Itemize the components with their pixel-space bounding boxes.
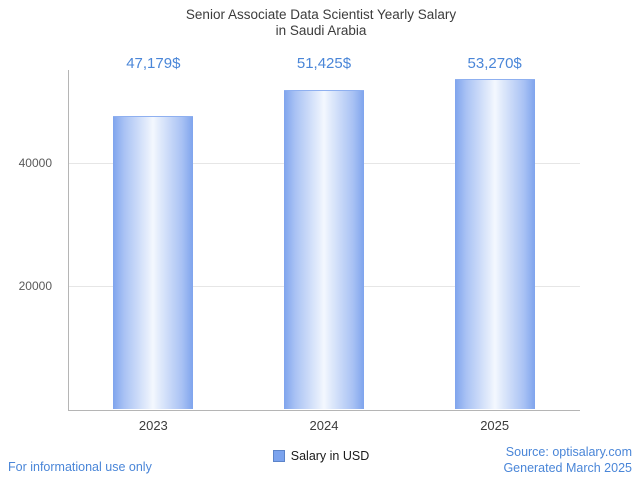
chart-legend: Salary in USD — [0, 449, 642, 463]
bar-value-label: 47,179$ — [126, 55, 181, 72]
y-tick-label: 20000 — [18, 279, 52, 294]
bar-slot — [68, 116, 239, 409]
x-axis-label: 2025 — [480, 418, 510, 433]
chart-title: Senior Associate Data Scientist Yearly S… — [0, 7, 642, 39]
chart-title-line1: Senior Associate Data Scientist Yearly S… — [185, 7, 457, 22]
legend-label: Salary in USD — [290, 449, 370, 463]
bar-value-label: 53,270$ — [467, 55, 522, 72]
x-axis-line — [68, 410, 580, 411]
legend-swatch-icon — [272, 450, 285, 462]
source-block: Source: optisalary.com Generated March 2… — [503, 444, 632, 476]
source-text: Source: optisalary.com — [505, 445, 632, 459]
bar-2024 — [283, 90, 364, 409]
bar-slot — [409, 78, 580, 409]
x-axis-label: 2024 — [309, 418, 339, 433]
bar-2023 — [113, 116, 194, 409]
generated-text: Generated March 2025 — [503, 461, 632, 475]
bar-value-label: 51,425$ — [296, 55, 352, 72]
bar-slot — [239, 90, 410, 409]
y-axis-line — [68, 70, 69, 411]
disclaimer-text: For informational use only — [8, 460, 152, 474]
bar-2025 — [454, 78, 535, 409]
x-axis-label: 2023 — [138, 418, 168, 433]
chart-title-line2: in Saudi Arabia — [275, 23, 367, 38]
plot-area — [68, 70, 580, 410]
y-tick-label: 40000 — [18, 155, 52, 170]
